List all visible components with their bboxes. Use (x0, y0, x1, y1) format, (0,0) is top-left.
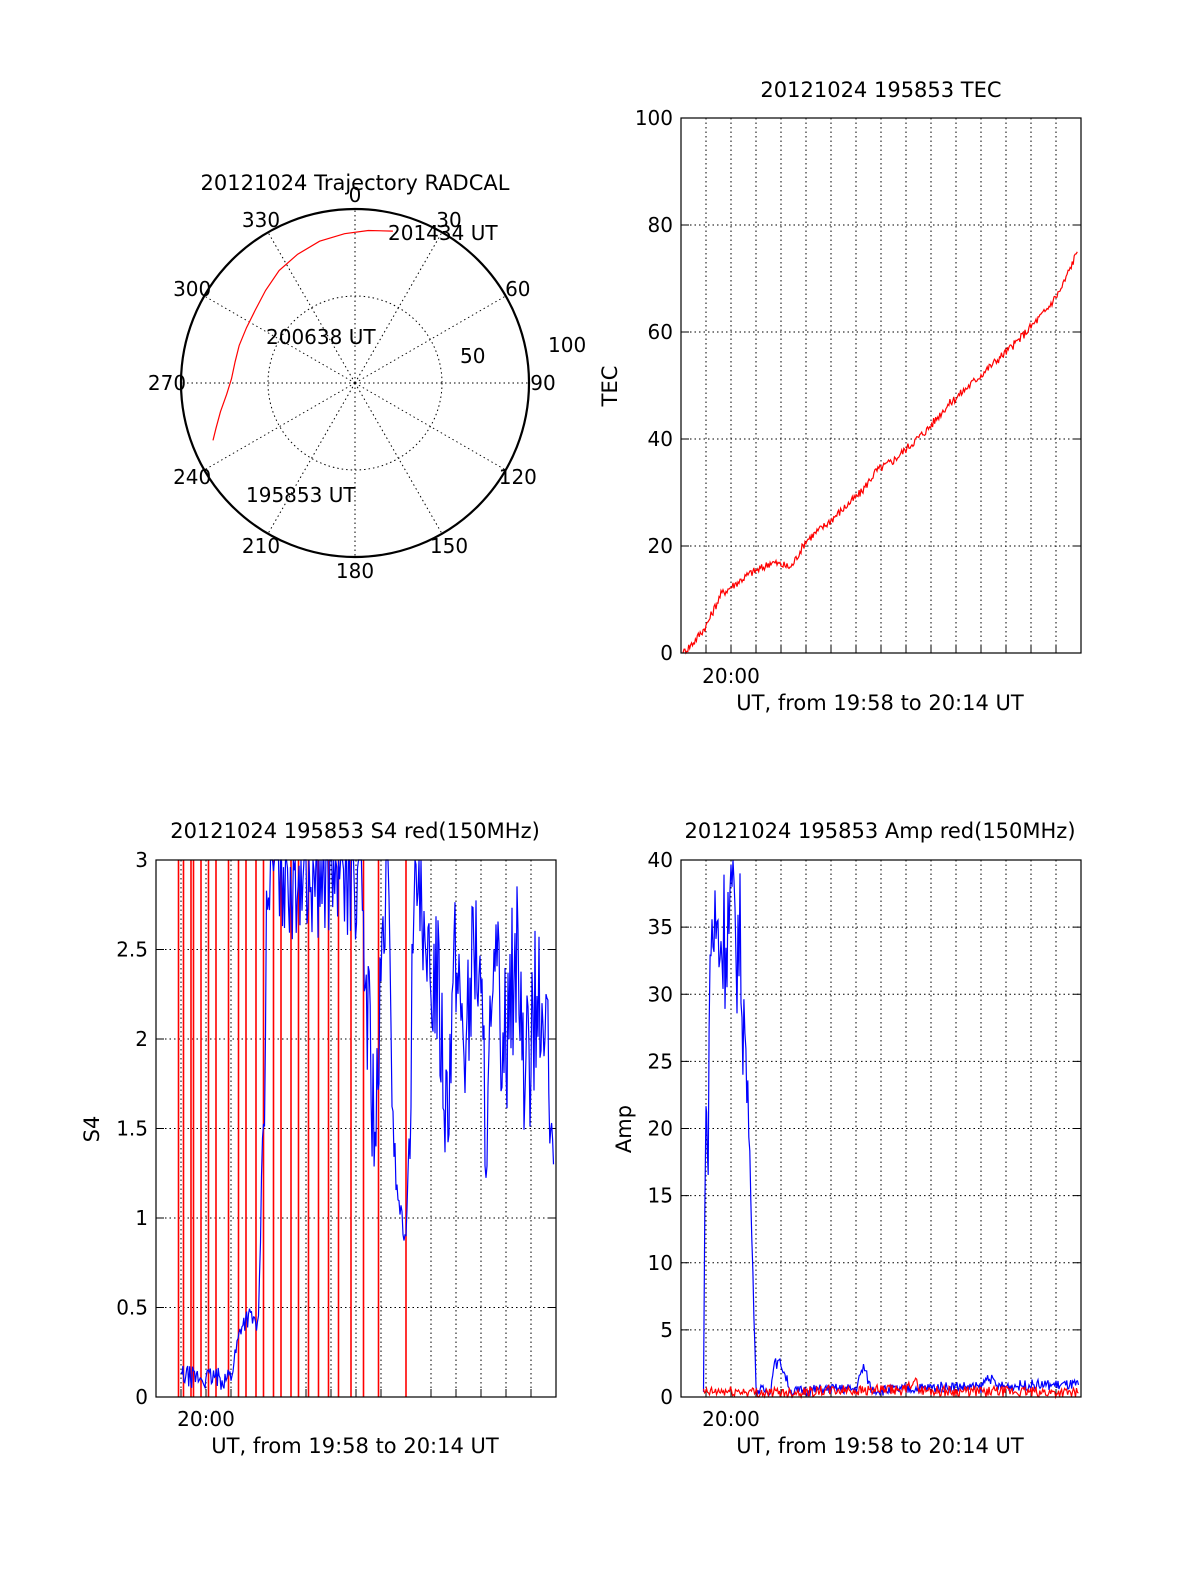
y-tick-label: 20 (648, 1117, 673, 1141)
polar-spoke (354, 382, 443, 534)
polar-spoke (267, 382, 356, 534)
s4-ylabel: S4 (80, 1116, 104, 1143)
polar-radial-label-100: 100 (548, 333, 586, 357)
polar-outer-circle (179, 207, 531, 559)
s4-xlabel: UT, from 19:58 to 20:14 UT (211, 1434, 499, 1458)
s4-title: 20121024 195853 S4 red(150MHz) (170, 819, 540, 843)
annotation-mid-time: 200638 UT (266, 325, 376, 349)
annotation-start-time: 195853 UT (246, 483, 356, 507)
amp-panel: 20121024 195853 Amp red(150MHz) Amp 20:0… (612, 819, 1082, 1458)
y-tick-label: 2.5 (116, 938, 148, 962)
polar-spokes (181, 209, 529, 557)
polar-angle-label: 210 (242, 534, 280, 558)
polar-panel: 20121024 Trajectory RADCAL 0 30 60 90 120 150… (148, 171, 586, 583)
polar-angle-label: 120 (499, 465, 537, 489)
polar-angle-label: 150 (430, 534, 468, 558)
y-tick-label: 40 (648, 848, 673, 872)
tec-series (682, 251, 1078, 655)
y-tick-label: 1.5 (116, 1117, 148, 1141)
polar-angle-label: 240 (173, 465, 211, 489)
polar-angle-label: 60 (505, 277, 530, 301)
s4-panel: 20121024 195853 S4 red(150MHz) S4 20:00 … (80, 819, 557, 1458)
amp-ylabel: Amp (612, 1105, 636, 1153)
tec-title: 20121024 195853 TEC (760, 78, 1001, 102)
y-tick-label: 2 (135, 1027, 148, 1051)
polar-spoke (354, 382, 506, 471)
series-line (180, 859, 555, 1390)
y-tick-label: 0 (660, 1385, 673, 1409)
series-line (702, 1377, 1079, 1400)
trajectory-track (212, 229, 393, 441)
y-tick-label: 35 (648, 915, 673, 939)
y-tick-label: 20 (648, 534, 673, 558)
y-tick-label: 3 (135, 848, 148, 872)
amp-grid (681, 860, 1081, 1397)
y-tick-label: 60 (648, 320, 673, 344)
tec-xtick-label: 20:00 (702, 664, 760, 688)
series-line (702, 859, 1080, 1399)
polar-angle-label: 90 (530, 371, 555, 395)
y-tick-label: 25 (648, 1049, 673, 1073)
tec-ylabel: TEC (598, 366, 622, 408)
amp-title: 20121024 195853 Amp red(150MHz) (684, 819, 1075, 843)
polar-title: 20121024 Trajectory RADCAL (201, 171, 510, 195)
amp-yticks: 0 5 10 15 20 25 30 35 40 (648, 848, 1081, 1409)
tec-panel: 20121024 195853 TEC TEC 20:00 UT, from 1… (598, 78, 1082, 715)
series-line (682, 251, 1078, 655)
s4-xtick-label: 20:00 (177, 1407, 235, 1431)
polar-angle-label: 180 (336, 559, 374, 583)
y-tick-label: 0 (660, 641, 673, 665)
amp-xtick-label: 20:00 (702, 1407, 760, 1431)
amp-xlabel: UT, from 19:58 to 20:14 UT (736, 1434, 1024, 1458)
y-tick-label: 0.5 (116, 1296, 148, 1320)
y-tick-label: 30 (648, 982, 673, 1006)
polar-spoke (267, 232, 356, 384)
amp-series (702, 859, 1080, 1400)
tec-yticks: 0 20 40 60 80 100 (635, 106, 1081, 665)
polar-angle-label: 300 (173, 277, 211, 301)
polar-spoke (204, 295, 356, 384)
polar-angle-label: 0 (349, 183, 362, 207)
tec-plot-frame (680, 117, 1082, 654)
y-tick-label: 80 (648, 213, 673, 237)
polar-spoke (354, 295, 506, 384)
polar-radial-label-50: 50 (460, 344, 485, 368)
tec-xlabel: UT, from 19:58 to 20:14 UT (736, 691, 1024, 715)
y-tick-label: 40 (648, 427, 673, 451)
s4-series (177, 859, 555, 1397)
polar-angle-label: 30 (436, 208, 461, 232)
polar-spoke (204, 382, 356, 471)
polar-angle-label: 330 (242, 208, 280, 232)
y-tick-label: 5 (660, 1318, 673, 1342)
annotation-end-time: 201434 UT (388, 221, 498, 245)
polar-spoke (354, 232, 443, 384)
y-tick-label: 0 (135, 1385, 148, 1409)
y-tick-label: 15 (648, 1184, 673, 1208)
tec-grid (681, 118, 1081, 653)
y-tick-label: 10 (648, 1251, 673, 1275)
polar-angle-labels: 0 30 60 90 120 150 180 210 240 270 300 330 (148, 183, 556, 583)
s4-plot-frame (155, 859, 557, 1398)
y-tick-label: 1 (135, 1206, 148, 1230)
polar-angle-label: 270 (148, 371, 186, 395)
amp-plot-frame (680, 859, 1082, 1398)
y-tick-label: 100 (635, 106, 673, 130)
